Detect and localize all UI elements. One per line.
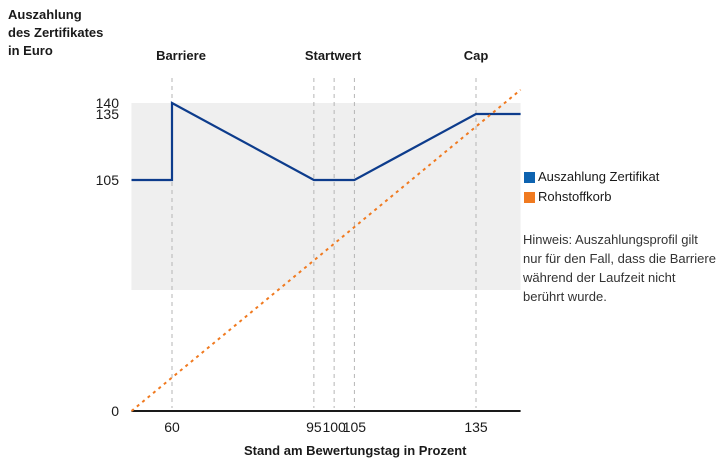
legend-item-certificate: Auszahlung Zertifikat (524, 167, 659, 187)
x-tick-label-105: 105 (343, 419, 367, 435)
category-label-barriere: Barriere (156, 48, 206, 63)
legend-swatch-commodity (524, 191, 535, 203)
y-tick-label-0: 0 (111, 403, 119, 419)
legend-item-commodity: Rohstoffkorb (524, 187, 659, 207)
chart-note: Hinweis: Auszahlungsprofil gilt nur für … (523, 232, 716, 304)
series-line-commodity (130, 89, 522, 412)
y-tick-label-135: 135 (96, 106, 120, 122)
category-label-startwert: Startwert (304, 48, 362, 63)
series-line-certificate (131, 101, 521, 182)
category-label-cap: Cap (463, 48, 489, 63)
y-tick-label-105: 105 (96, 172, 120, 188)
y-axis-title: Auszahlung des Zertifikates in Euro (8, 7, 104, 58)
x-tick-label-100: 100 (322, 419, 346, 435)
shaded-band (131, 103, 521, 290)
legend-swatch-certificate (524, 171, 535, 183)
x-tick-label-60: 60 (164, 419, 180, 435)
legend-label-certificate: Auszahlung Zertifikat (538, 169, 660, 184)
x-tick-label-95: 95 (306, 419, 322, 435)
x-tick-label-135: 135 (464, 419, 488, 435)
x-axis-title: Stand am Bewertungstag in Prozent (244, 443, 467, 458)
legend: Auszahlung Zertifikat Rohstoffkorb (524, 167, 659, 207)
legend-label-commodity: Rohstoffkorb (538, 189, 612, 204)
y-tick-label-140: 140 (96, 95, 120, 111)
